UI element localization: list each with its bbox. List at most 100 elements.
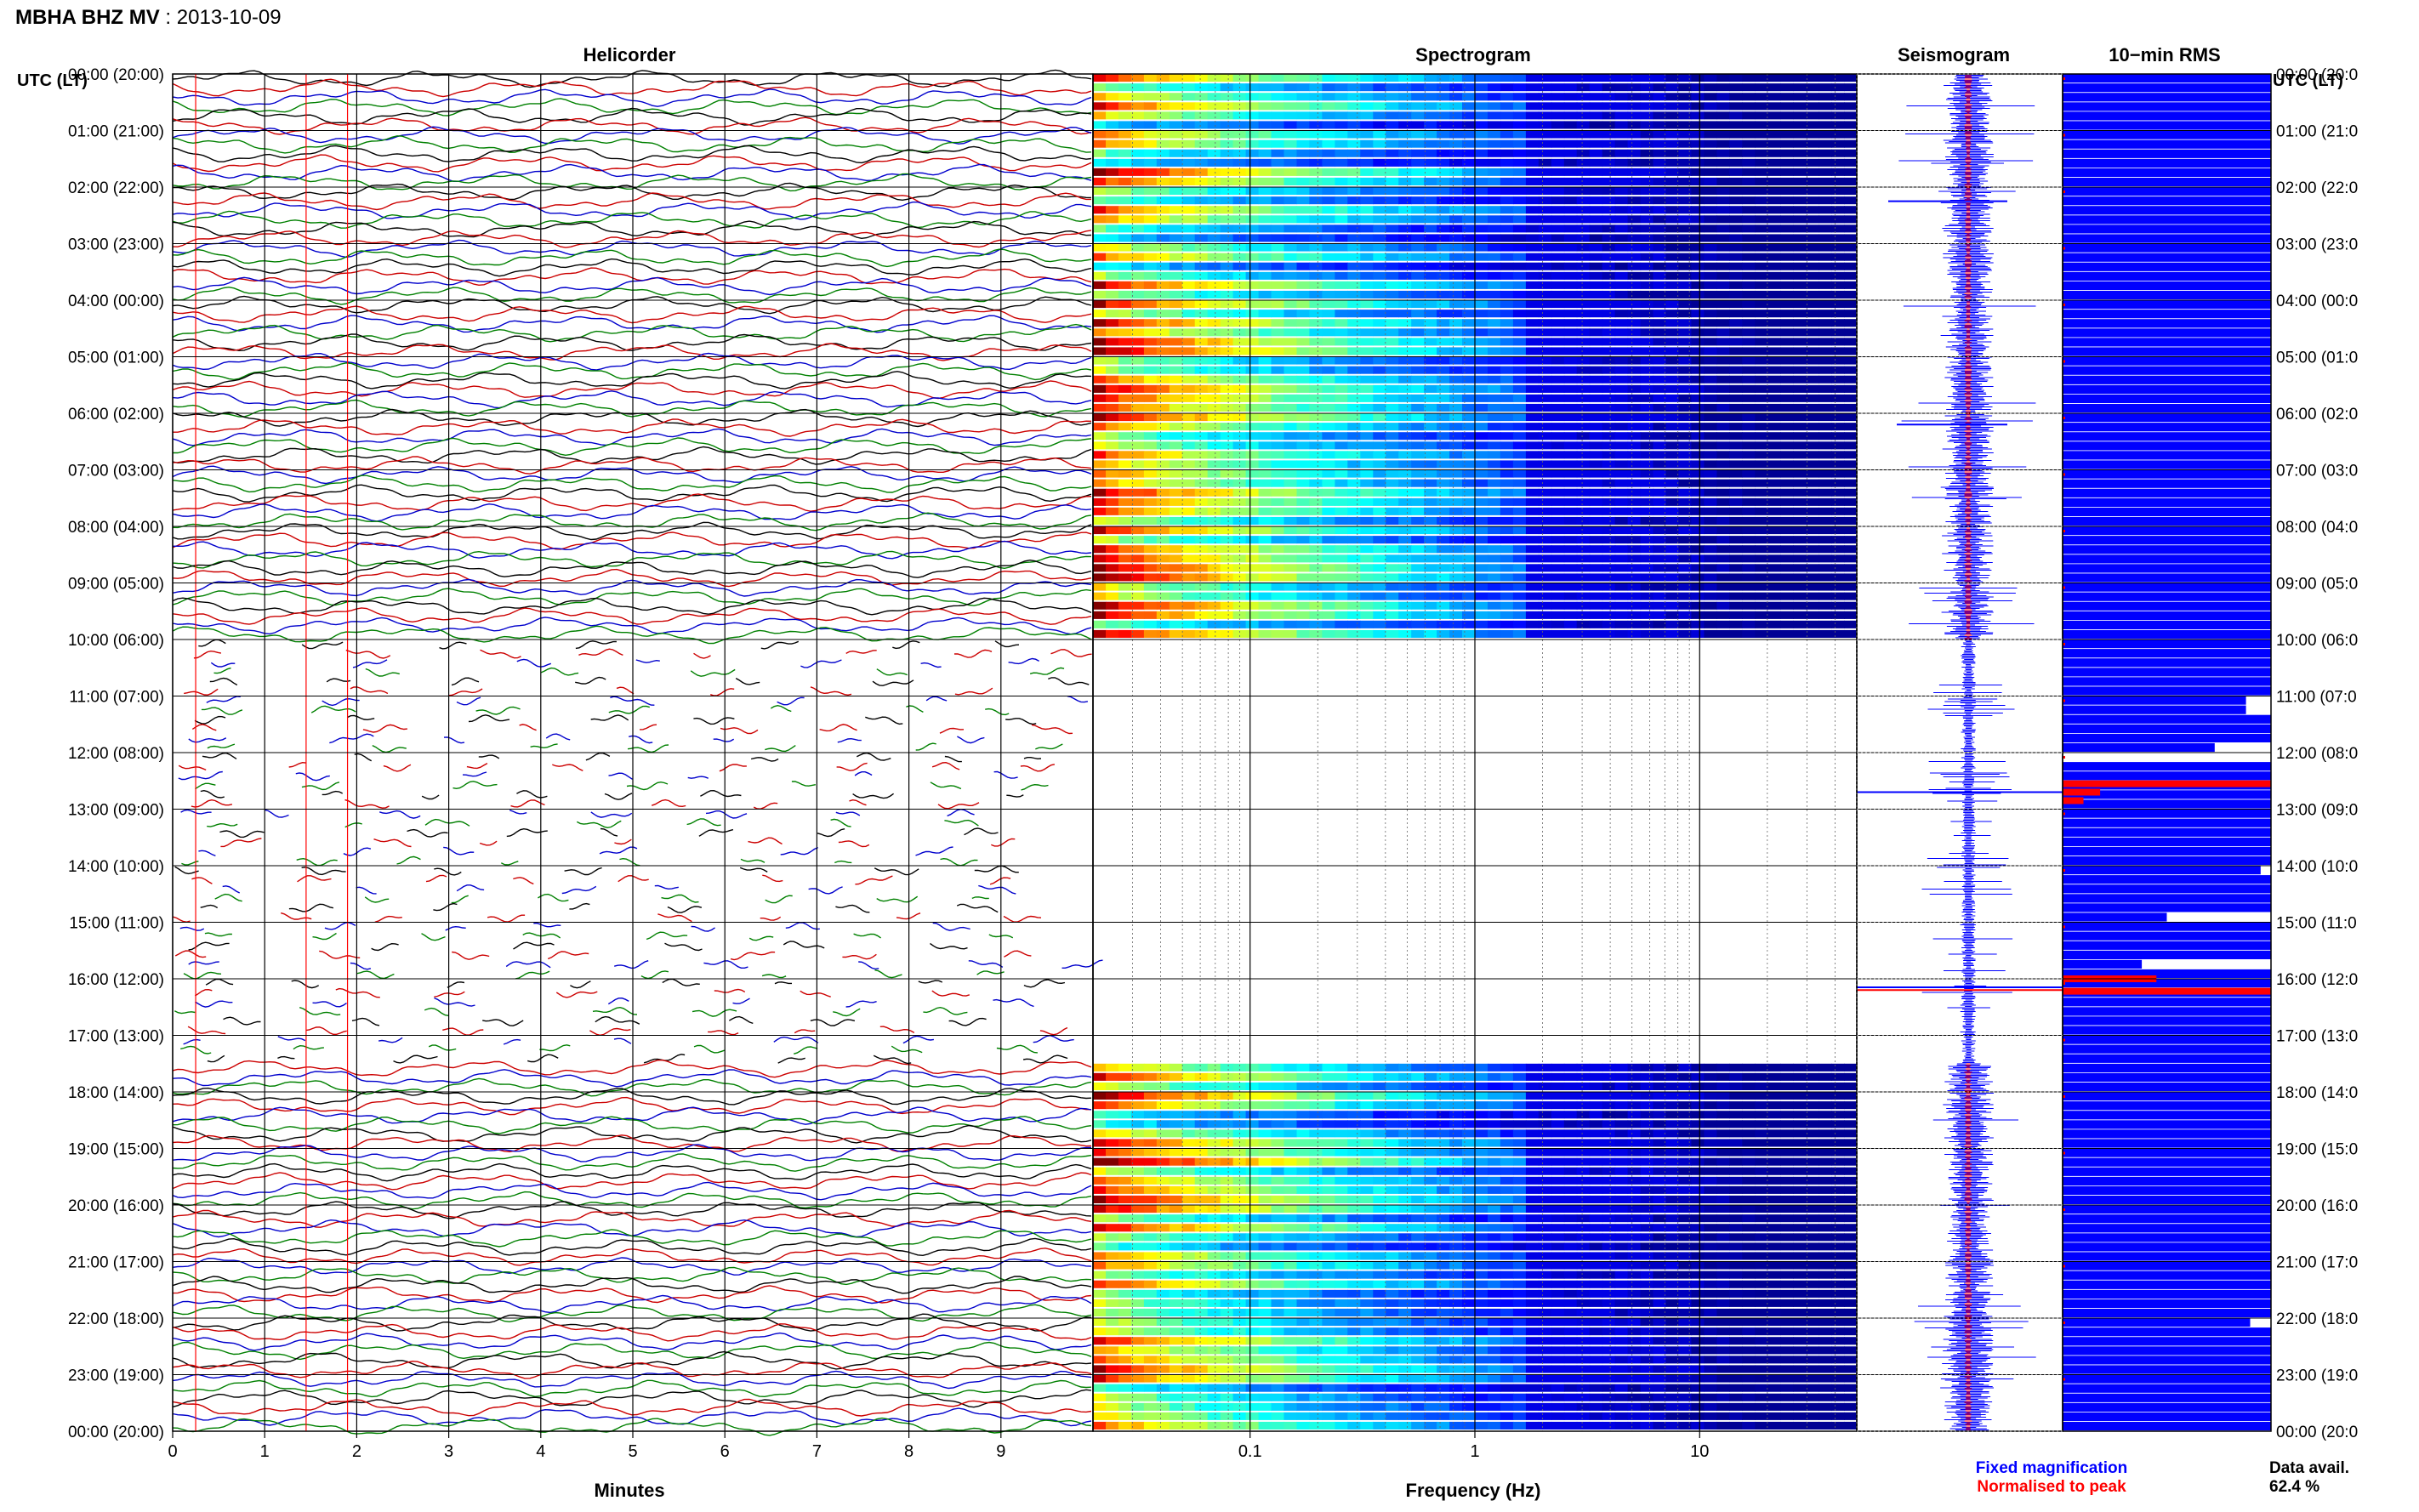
helicorder-trace: [590, 714, 629, 721]
helicorder-trace: [635, 659, 660, 663]
helicorder-trace: [876, 895, 919, 903]
rms-bar: [2063, 300, 2271, 310]
helicorder-trace: [971, 896, 989, 900]
rms-bar: [2063, 1412, 2271, 1421]
rms-bar: [2063, 1252, 2271, 1261]
helicorder-trace: [198, 850, 216, 857]
hour-label-left: 00:00 (20:00): [68, 66, 164, 84]
hour-label-left: 12:00 (08:00): [68, 745, 164, 763]
hour-label-left: 10:00 (06:00): [68, 632, 164, 650]
helicorder-trace: [770, 704, 792, 713]
helicorder-trace: [172, 1341, 1092, 1361]
helicorder-trace: [1005, 718, 1037, 725]
rms-bar: [2063, 460, 2271, 469]
hour-label-right: 09:00 (05:0: [2276, 576, 2358, 594]
helicorder-trace: [172, 1332, 1092, 1351]
hour-label-right: 04:00 (00:0: [2276, 293, 2358, 310]
helicorder-trace: [830, 818, 851, 827]
rms-bar: [2063, 855, 2271, 866]
helicorder-trace: [1031, 724, 1073, 735]
helicorder-trace: [516, 658, 552, 668]
helicorder-trace: [434, 991, 465, 998]
rms-bar: [2063, 959, 2143, 969]
rms-bar: [2063, 1176, 2271, 1185]
helicorder-trace: [872, 679, 914, 686]
helicorder-trace: [974, 865, 1019, 873]
rms-bar: [2063, 639, 2271, 649]
rms-bar: [2063, 714, 2271, 724]
rms-bar: [2063, 668, 2271, 677]
helicorder-trace: [172, 352, 1092, 371]
helicorder-trace: [373, 838, 412, 848]
spectrogram-tick: 10: [1690, 1442, 1709, 1461]
helicorder-trace: [835, 904, 870, 913]
helicorder-trace: [578, 648, 623, 657]
helicorder-trace: [207, 743, 236, 749]
rms-bar: [2063, 121, 2271, 130]
helicorder-trace: [855, 875, 893, 885]
rms-bar: [2063, 554, 2271, 564]
helicorder-trace: [172, 1407, 1092, 1427]
rms-bar: [2063, 168, 2271, 177]
helicorder-trace: [937, 802, 980, 810]
rms-bar: [2063, 1402, 2271, 1412]
helicorder-trace: [172, 1087, 1092, 1106]
hour-label-right: 06:00 (02:0: [2276, 406, 2358, 423]
helicorder-trace: [1039, 1026, 1068, 1036]
hour-label-left: 01:00 (21:00): [68, 123, 164, 141]
rms-bar: [2063, 1139, 2271, 1148]
helicorder-trace: [480, 649, 521, 659]
helicorder-trace: [761, 974, 787, 979]
helicorder-trace: [713, 738, 735, 742]
hour-label-right: 16:00 (12:0: [2276, 971, 2358, 989]
rms-bar: [2063, 451, 2271, 460]
hour-label-left: 03:00 (23:00): [68, 236, 164, 254]
helicorder-trace: [777, 696, 805, 706]
helicorder-trace: [599, 846, 638, 855]
helicorder-trace: [172, 1304, 1092, 1323]
helicorder-trace: [687, 776, 709, 779]
rms-bar: [2063, 1224, 2271, 1233]
helicorder-tick: 3: [444, 1442, 453, 1461]
rms-bar: [2063, 1148, 2271, 1157]
helicorder-trace: [838, 840, 870, 848]
helicorder-trace: [783, 941, 825, 949]
helicorder-trace: [575, 676, 606, 685]
helicorder-trace: [173, 916, 191, 923]
helicorder-trace: [595, 1015, 640, 1025]
helicorder-trace: [291, 980, 320, 989]
helicorder-trace: [522, 932, 561, 939]
helicorder-trace: [654, 884, 679, 890]
helicorder-trace: [667, 906, 703, 913]
rms-bar: [2063, 1270, 2271, 1280]
rms-bar: [2063, 969, 2271, 979]
helicorder-trace: [626, 781, 669, 791]
helicorder-trace: [835, 811, 861, 816]
rms-bar: [2063, 281, 2271, 290]
helicorder-trace: [852, 793, 895, 799]
helicorder-trace: [619, 857, 640, 867]
rms-bar: [2063, 762, 2271, 771]
helicorder-trace: [172, 588, 1092, 606]
helicorder-tick: 0: [168, 1442, 177, 1461]
helicorder-trace: [172, 107, 1092, 126]
hour-label-left: 06:00 (02:00): [68, 406, 164, 423]
helicorder-trace: [698, 828, 734, 837]
helicorder-trace: [371, 942, 399, 952]
helicorder-trace: [876, 668, 908, 676]
helicorder-trace: [172, 568, 1092, 588]
rms-bar: [2063, 1092, 2271, 1101]
helicorder-trace: [187, 1026, 226, 1035]
hour-label-left: 18:00 (14:00): [68, 1084, 164, 1102]
helicorder-trace: [478, 754, 500, 759]
helicorder-trace: [939, 727, 965, 734]
helicorder-trace: [191, 877, 213, 884]
helicorder-trace: [691, 925, 715, 932]
hour-label-right: 21:00 (17:0: [2276, 1254, 2358, 1272]
rms-bar: [2063, 658, 2271, 668]
helicorder-trace: [172, 163, 1092, 182]
helicorder-trace: [800, 990, 831, 998]
rms-bar: [2063, 1346, 2271, 1356]
rms-bar: [2063, 111, 2271, 121]
